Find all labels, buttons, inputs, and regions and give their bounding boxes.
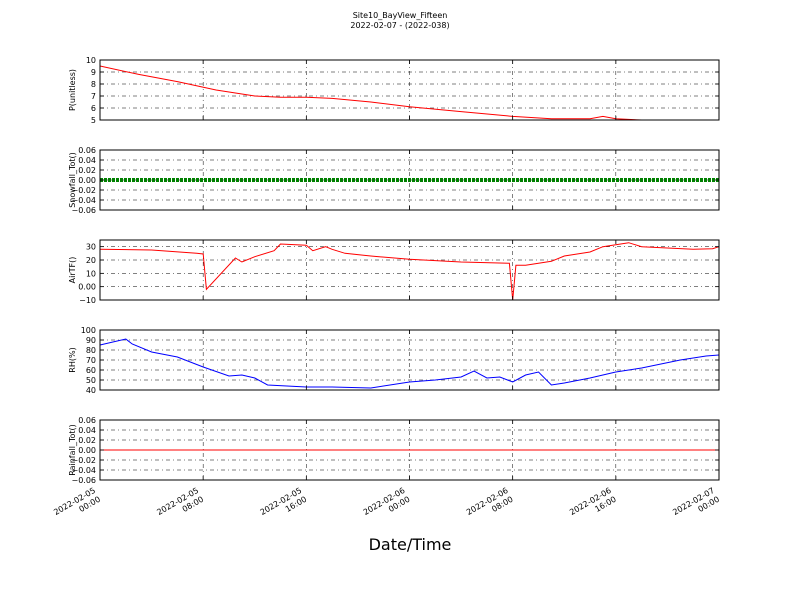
y-tick-label: 0.00 [78,176,96,185]
y-tick-label: 0.02 [78,436,96,445]
y-tick-label: 60 [86,366,96,375]
y-tick-label: 70 [86,356,96,365]
y-tick-label: 10 [86,269,96,278]
y-axis-label: Rainfall_Tot() [68,424,77,476]
y-axis-label: AirTF() [68,257,77,284]
y-axis-label: RH(%) [68,347,77,372]
y-tick-label: 0.00 [78,446,96,455]
series-line [99,338,720,389]
y-tick-label: −0.02 [71,456,96,465]
y-tick-label: 9 [91,68,96,77]
y-tick-label: 20 [86,256,96,265]
y-tick-label: 10 [86,56,96,65]
y-tick-label: 0.04 [78,426,96,435]
y-tick-label: 40 [86,386,96,395]
y-axis-label: Snowfall_Tot() [68,152,77,208]
y-tick-label: 0.02 [78,166,96,175]
panel-1: 5 6 7 8 9 10 P(unitless) [68,56,720,125]
y-tick-label: −10 [79,296,96,305]
y-tick-label: 100 [81,326,96,335]
y-tick-label: 5 [91,116,96,125]
y-tick-label: 50 [86,376,96,385]
panel-5: −0.06−0.04−0.020.000.020.040.06Rainfall_… [68,416,720,485]
y-tick-label: −0.06 [71,206,96,215]
y-tick-label: −0.04 [71,466,96,475]
panel-3: −10 0.00 10 20 30 AirTF() [68,239,720,305]
y-tick-label: 0.06 [78,146,96,155]
y-tick-label: 0.04 [78,156,96,165]
series-line [99,65,719,121]
y-tick-label: −0.02 [71,186,96,195]
y-axis-label: P(unitless) [68,69,77,111]
y-tick-label: 90 [86,336,96,345]
series-line [99,242,720,301]
y-tick-label: −0.04 [71,196,96,205]
figure-subtitle: 2022-02-07 - (2022-038) [350,21,450,30]
y-tick-label: 8 [91,80,96,89]
y-tick-label: 80 [86,346,96,355]
y-tick-label: −0.06 [71,476,96,485]
y-tick-label: 6 [91,104,96,113]
y-tick-label: 30 [86,243,96,252]
figure-title: Site10_BayView_Fifteen [352,11,448,20]
y-tick-label: 0.00 [78,283,96,292]
y-tick-label: 7 [91,92,96,101]
x-axis-title: Date/Time [368,535,452,554]
y-tick-label: 0.06 [78,416,96,425]
panel-2: −0.06−0.04−0.020.000.020.040.06Snowfall_… [68,146,720,215]
